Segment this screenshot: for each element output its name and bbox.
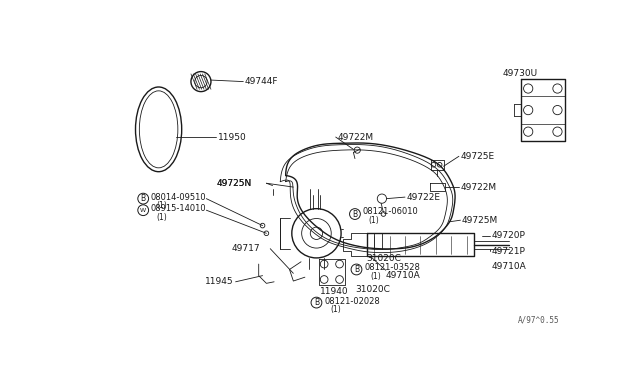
Text: 49722M: 49722M [337, 132, 373, 141]
Text: 49710A: 49710A [492, 262, 526, 271]
Text: 08121-03528: 08121-03528 [364, 263, 420, 272]
Text: 49725N: 49725N [216, 179, 252, 188]
Text: (1): (1) [369, 216, 380, 225]
Text: B: B [141, 194, 146, 203]
Text: 08915-14010: 08915-14010 [151, 204, 207, 213]
Text: (1): (1) [156, 201, 167, 210]
Text: 49720P: 49720P [492, 231, 525, 240]
Text: 49722E: 49722E [406, 193, 440, 202]
Text: 49721P: 49721P [492, 247, 525, 256]
Text: 08121-02028: 08121-02028 [324, 296, 380, 305]
Text: 49725E: 49725E [460, 152, 495, 161]
Text: 11940: 11940 [320, 286, 349, 295]
Text: 49730U: 49730U [503, 70, 538, 78]
Text: 08121-06010: 08121-06010 [363, 207, 419, 216]
Text: 49744F: 49744F [245, 77, 278, 86]
Text: B: B [354, 265, 359, 274]
Text: 31020C: 31020C [367, 254, 401, 263]
Text: 11945: 11945 [205, 277, 234, 286]
Text: W: W [140, 208, 147, 213]
Text: 49710A: 49710A [386, 271, 420, 280]
Text: 49725N: 49725N [216, 179, 252, 188]
Text: (1): (1) [330, 305, 341, 314]
Text: 49722M: 49722M [460, 183, 497, 192]
Text: 08014-09510: 08014-09510 [151, 193, 207, 202]
Text: 31020C: 31020C [355, 285, 390, 294]
Text: 49717: 49717 [232, 244, 260, 253]
Text: 49725M: 49725M [462, 216, 498, 225]
Text: 11950: 11950 [218, 132, 246, 141]
Text: A/97^0.55: A/97^0.55 [517, 316, 559, 325]
Text: B: B [314, 298, 319, 307]
Text: B: B [353, 209, 358, 218]
Text: (1): (1) [371, 272, 381, 281]
Text: (1): (1) [156, 213, 167, 222]
